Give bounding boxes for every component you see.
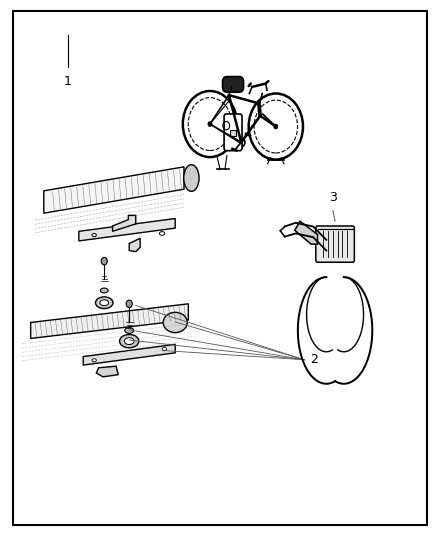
Polygon shape	[31, 304, 188, 338]
Circle shape	[274, 124, 278, 129]
Ellipse shape	[184, 165, 199, 191]
Ellipse shape	[120, 335, 139, 348]
Polygon shape	[44, 167, 184, 213]
Circle shape	[101, 257, 107, 265]
Text: 3: 3	[329, 191, 337, 204]
Polygon shape	[129, 238, 140, 252]
Polygon shape	[113, 215, 136, 231]
FancyBboxPatch shape	[224, 114, 242, 151]
Polygon shape	[79, 219, 175, 241]
Ellipse shape	[100, 300, 109, 306]
Ellipse shape	[95, 297, 113, 309]
Ellipse shape	[92, 233, 96, 237]
Polygon shape	[83, 344, 175, 365]
Polygon shape	[295, 221, 318, 244]
Ellipse shape	[163, 312, 187, 333]
Circle shape	[126, 300, 132, 308]
Ellipse shape	[159, 231, 165, 235]
Ellipse shape	[100, 288, 108, 293]
Circle shape	[208, 122, 212, 126]
FancyBboxPatch shape	[316, 226, 354, 262]
FancyBboxPatch shape	[223, 77, 244, 92]
Ellipse shape	[124, 338, 134, 344]
Ellipse shape	[162, 348, 166, 351]
Ellipse shape	[92, 359, 96, 362]
Text: 2: 2	[310, 353, 318, 366]
Bar	[230, 130, 237, 136]
Polygon shape	[96, 366, 118, 377]
Text: 1: 1	[64, 75, 72, 87]
Ellipse shape	[125, 327, 134, 334]
